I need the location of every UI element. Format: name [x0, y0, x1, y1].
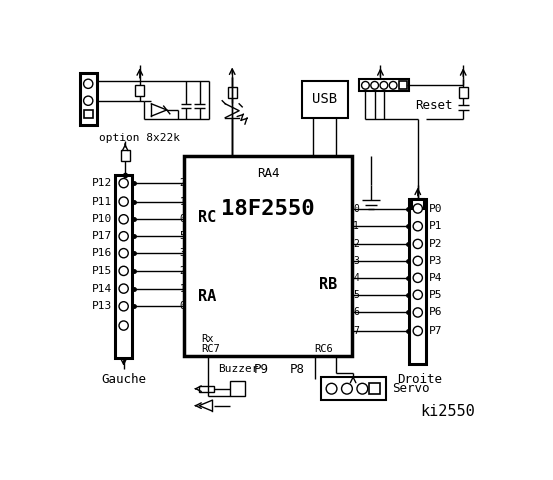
Text: 7: 7	[353, 326, 359, 336]
Circle shape	[119, 302, 128, 311]
Text: Droite: Droite	[397, 373, 442, 386]
Bar	[199, 385, 213, 392]
Circle shape	[413, 256, 422, 265]
Text: P16: P16	[92, 248, 112, 258]
Circle shape	[326, 384, 337, 394]
Text: RC7: RC7	[201, 344, 220, 354]
Text: P17: P17	[92, 231, 112, 241]
Text: 5: 5	[179, 231, 185, 241]
Text: P1: P1	[429, 221, 443, 231]
Text: RC6: RC6	[315, 344, 333, 354]
Bar	[359, 79, 409, 92]
Text: 3: 3	[353, 256, 359, 266]
Circle shape	[84, 79, 93, 88]
Bar	[121, 150, 130, 161]
Circle shape	[413, 308, 422, 317]
Circle shape	[119, 215, 128, 224]
Text: 0: 0	[179, 214, 185, 224]
Text: P3: P3	[429, 256, 443, 266]
Text: P2: P2	[429, 239, 443, 249]
Text: Reset: Reset	[415, 99, 452, 112]
Text: P0: P0	[429, 204, 443, 214]
Text: USB: USB	[312, 92, 337, 106]
Bar	[84, 110, 93, 118]
Text: 1: 1	[353, 221, 359, 231]
Bar	[321, 377, 386, 400]
Bar	[409, 199, 426, 364]
Circle shape	[413, 222, 422, 231]
Text: P14: P14	[92, 284, 112, 294]
Bar	[458, 87, 468, 97]
Circle shape	[119, 249, 128, 258]
Bar	[411, 199, 424, 208]
Circle shape	[119, 284, 128, 293]
Text: RB: RB	[320, 277, 338, 292]
Text: P6: P6	[429, 308, 443, 317]
Circle shape	[119, 179, 128, 188]
Bar	[228, 87, 237, 97]
Bar	[115, 175, 132, 358]
Text: 0: 0	[179, 301, 185, 312]
Circle shape	[371, 82, 378, 89]
Circle shape	[119, 321, 128, 330]
Bar	[230, 381, 246, 396]
Text: Buzzer: Buzzer	[218, 364, 259, 374]
Bar	[369, 384, 380, 394]
Circle shape	[413, 326, 422, 336]
Text: 2: 2	[353, 239, 359, 249]
Bar	[135, 85, 144, 96]
Circle shape	[84, 96, 93, 105]
Circle shape	[413, 204, 422, 213]
Circle shape	[357, 384, 368, 394]
Text: 5: 5	[353, 290, 359, 300]
Text: 6: 6	[353, 308, 359, 317]
Text: P8: P8	[290, 363, 305, 376]
Text: option 8x22k: option 8x22k	[100, 133, 180, 144]
Circle shape	[342, 384, 352, 394]
Text: P4: P4	[429, 273, 443, 283]
Text: P12: P12	[92, 178, 112, 188]
Text: 2: 2	[179, 266, 185, 276]
Text: Rx: Rx	[201, 334, 214, 344]
Text: 0: 0	[353, 204, 359, 214]
Bar	[80, 73, 97, 125]
Circle shape	[413, 273, 422, 282]
Text: RA4: RA4	[257, 167, 279, 180]
Text: P5: P5	[429, 290, 443, 300]
Bar	[185, 156, 352, 356]
Circle shape	[119, 266, 128, 276]
Text: P7: P7	[429, 326, 443, 336]
Circle shape	[413, 290, 422, 300]
Circle shape	[413, 240, 422, 249]
Circle shape	[380, 82, 388, 89]
Text: P10: P10	[92, 214, 112, 224]
Text: RC: RC	[199, 210, 217, 225]
Text: 1: 1	[179, 284, 185, 294]
Text: 1: 1	[179, 197, 185, 206]
Text: Servo: Servo	[393, 382, 430, 395]
Bar	[301, 81, 348, 118]
Circle shape	[389, 82, 397, 89]
Circle shape	[119, 197, 128, 206]
Text: P9: P9	[254, 363, 269, 376]
Text: P11: P11	[92, 197, 112, 206]
Circle shape	[362, 82, 369, 89]
Text: P13: P13	[92, 301, 112, 312]
Text: 3: 3	[179, 248, 185, 258]
Circle shape	[119, 232, 128, 241]
Text: P15: P15	[92, 266, 112, 276]
Text: 2: 2	[179, 178, 185, 188]
Text: ki2550: ki2550	[420, 404, 475, 420]
Bar	[399, 81, 407, 89]
Text: 4: 4	[353, 273, 359, 283]
Text: Gauche: Gauche	[101, 373, 146, 386]
Text: RA: RA	[199, 289, 217, 304]
Text: 18F2550: 18F2550	[221, 199, 315, 218]
